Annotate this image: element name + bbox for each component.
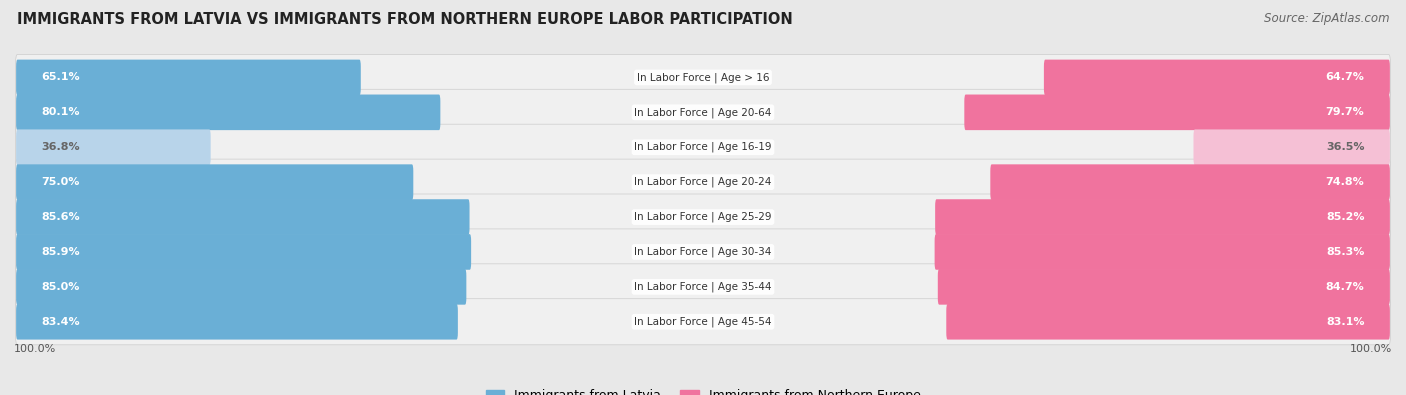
FancyBboxPatch shape [1194, 130, 1391, 165]
Text: In Labor Force | Age 25-29: In Labor Force | Age 25-29 [634, 212, 772, 222]
FancyBboxPatch shape [935, 234, 1391, 270]
Text: 80.1%: 80.1% [42, 107, 80, 117]
Text: In Labor Force | Age 35-44: In Labor Force | Age 35-44 [634, 282, 772, 292]
Text: 75.0%: 75.0% [42, 177, 80, 187]
FancyBboxPatch shape [15, 234, 471, 270]
Text: 85.2%: 85.2% [1326, 212, 1364, 222]
Text: 85.6%: 85.6% [42, 212, 80, 222]
FancyBboxPatch shape [990, 164, 1391, 200]
Text: 64.7%: 64.7% [1326, 72, 1364, 83]
Text: 83.1%: 83.1% [1326, 317, 1364, 327]
FancyBboxPatch shape [15, 159, 1391, 205]
Text: 83.4%: 83.4% [42, 317, 80, 327]
Text: In Labor Force | Age > 16: In Labor Force | Age > 16 [637, 72, 769, 83]
Text: 100.0%: 100.0% [14, 344, 56, 354]
Text: In Labor Force | Age 45-54: In Labor Force | Age 45-54 [634, 316, 772, 327]
Text: 100.0%: 100.0% [1350, 344, 1392, 354]
Text: 65.1%: 65.1% [42, 72, 80, 83]
FancyBboxPatch shape [15, 94, 440, 130]
FancyBboxPatch shape [15, 164, 413, 200]
FancyBboxPatch shape [15, 55, 1391, 100]
Text: IMMIGRANTS FROM LATVIA VS IMMIGRANTS FROM NORTHERN EUROPE LABOR PARTICIPATION: IMMIGRANTS FROM LATVIA VS IMMIGRANTS FRO… [17, 12, 793, 27]
Text: 85.0%: 85.0% [42, 282, 80, 292]
FancyBboxPatch shape [935, 199, 1391, 235]
FancyBboxPatch shape [15, 60, 361, 95]
Legend: Immigrants from Latvia, Immigrants from Northern Europe: Immigrants from Latvia, Immigrants from … [481, 384, 925, 395]
FancyBboxPatch shape [15, 264, 1391, 310]
FancyBboxPatch shape [15, 199, 470, 235]
Text: In Labor Force | Age 20-64: In Labor Force | Age 20-64 [634, 107, 772, 118]
Text: In Labor Force | Age 30-34: In Labor Force | Age 30-34 [634, 247, 772, 257]
Text: 79.7%: 79.7% [1326, 107, 1364, 117]
Text: 36.8%: 36.8% [42, 142, 80, 152]
FancyBboxPatch shape [15, 304, 458, 340]
FancyBboxPatch shape [965, 94, 1391, 130]
FancyBboxPatch shape [938, 269, 1391, 305]
FancyBboxPatch shape [15, 229, 1391, 275]
Text: Source: ZipAtlas.com: Source: ZipAtlas.com [1264, 12, 1389, 25]
FancyBboxPatch shape [15, 89, 1391, 135]
FancyBboxPatch shape [15, 299, 1391, 345]
FancyBboxPatch shape [15, 269, 467, 305]
Text: In Labor Force | Age 20-24: In Labor Force | Age 20-24 [634, 177, 772, 187]
Text: 85.9%: 85.9% [42, 247, 80, 257]
Text: 84.7%: 84.7% [1326, 282, 1364, 292]
FancyBboxPatch shape [15, 130, 211, 165]
Text: 74.8%: 74.8% [1326, 177, 1364, 187]
FancyBboxPatch shape [1043, 60, 1391, 95]
Text: 36.5%: 36.5% [1326, 142, 1364, 152]
Text: In Labor Force | Age 16-19: In Labor Force | Age 16-19 [634, 142, 772, 152]
Text: 85.3%: 85.3% [1326, 247, 1364, 257]
FancyBboxPatch shape [946, 304, 1391, 340]
FancyBboxPatch shape [15, 194, 1391, 240]
FancyBboxPatch shape [15, 124, 1391, 170]
